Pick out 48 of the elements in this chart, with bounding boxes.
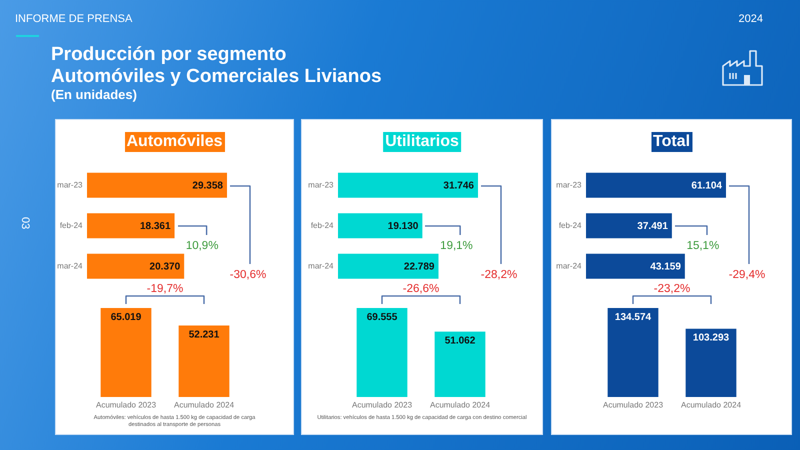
- text: -28,2%: [480, 268, 518, 282]
- chart-title: Utilitarios: [383, 132, 461, 152]
- data-label: 61.104: [691, 180, 722, 192]
- text: -30,6%: [230, 268, 266, 282]
- data-label: 103.293: [692, 332, 730, 344]
- annotation: -26,6%: [402, 282, 440, 296]
- y-tick-label: mar-24: [57, 262, 84, 271]
- y-tick-label: feb-24: [558, 221, 582, 230]
- y-tick-label: mar-23: [57, 180, 84, 190]
- y-tick-label: feb-24: [60, 221, 84, 230]
- text: INFORME DE PRENSA: [15, 13, 132, 26]
- text: Automóviles y Comerciales Livianos: [51, 66, 382, 88]
- data-label: 29.358: [192, 180, 224, 192]
- y-tick-label: mar-23: [556, 180, 582, 190]
- annotation: 19,1%: [440, 239, 473, 254]
- chart-title: Total: [650, 132, 692, 152]
- y-tick-label: mar-23: [308, 180, 334, 190]
- text: 2024: [738, 13, 763, 26]
- text: -29,4%: [728, 268, 766, 282]
- data-label: 18.361: [140, 221, 171, 232]
- data-label: 31.746: [443, 180, 474, 192]
- x-tick-label: Acumulado 2023: [352, 400, 413, 410]
- annotation: 10,9%: [186, 239, 218, 254]
- data-label: 69.555: [366, 312, 398, 323]
- y-tick-label: mar-24: [308, 262, 334, 271]
- data-label: 65.019: [110, 312, 142, 323]
- annotation: 15,1%: [686, 239, 720, 254]
- data-label: 134.574: [614, 312, 652, 323]
- data-label: 20.370: [150, 262, 181, 273]
- x-tick-label: Acumulado 2024: [174, 400, 235, 410]
- text: 03: [18, 217, 31, 230]
- data-label: 43.159: [650, 262, 682, 273]
- x-tick-label: Acumulado 2023: [96, 400, 157, 410]
- data-label: 52.231: [188, 330, 220, 341]
- text: (En unidades): [51, 87, 137, 102]
- annotation: -19,7%: [146, 282, 184, 296]
- x-tick-label: Acumulado 2024: [430, 400, 491, 410]
- annotation: -23,2%: [654, 282, 690, 296]
- chart-title: Automóviles: [124, 132, 225, 152]
- y-tick-label: mar-24: [556, 262, 582, 271]
- data-label: 22.789: [404, 262, 435, 273]
- text: Producción por segmento: [51, 44, 286, 66]
- data-label: 51.062: [444, 336, 476, 347]
- y-tick-label: feb-24: [310, 221, 334, 230]
- data-label: 37.491: [637, 221, 668, 232]
- data-label: 19.130: [388, 221, 419, 232]
- x-tick-label: Acumulado 2024: [680, 400, 742, 410]
- x-tick-label: Acumulado 2023: [602, 400, 664, 410]
